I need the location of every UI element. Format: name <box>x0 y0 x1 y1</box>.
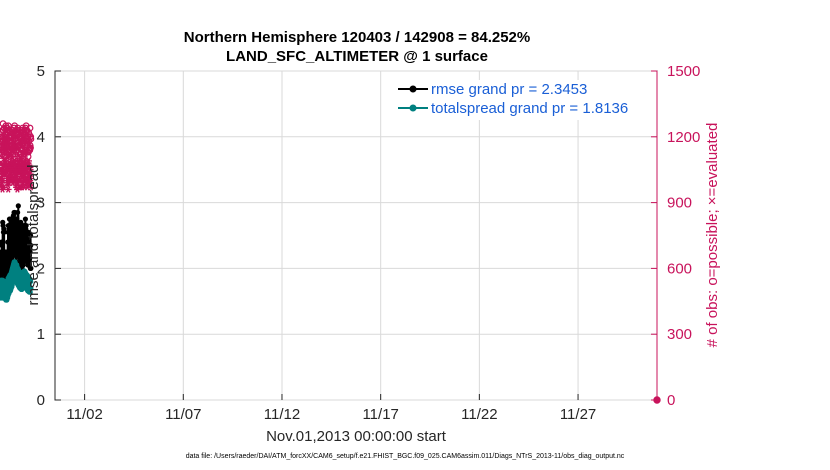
y-left-tick-label: 2 <box>37 260 45 277</box>
x-tick-label: 11/27 <box>560 406 596 423</box>
y-right-tick-label: 0 <box>667 392 675 409</box>
y-left-tick-label: 4 <box>37 129 45 146</box>
chart-subtitle: LAND_SFC_ALTIMETER @ 1 surface <box>226 48 488 65</box>
rmse-point <box>27 249 33 255</box>
metric-series <box>0 203 34 303</box>
x-tick-label: 11/22 <box>461 406 497 423</box>
rmse-point <box>23 223 29 229</box>
data-file-footer: data file: /Users/raeder/DAI/ATM_forcXX/… <box>186 453 625 460</box>
rmse-point <box>18 219 24 225</box>
obs-possible-point <box>4 122 12 130</box>
obs-evaluated-point <box>6 153 13 160</box>
y-right-tick-label: 1200 <box>667 129 700 146</box>
spread-point <box>27 289 33 295</box>
rmse-point <box>6 249 12 255</box>
obs-evaluated-point <box>11 148 18 156</box>
rmse-point <box>0 239 5 245</box>
x-tick-label: 11/02 <box>66 406 102 423</box>
obs-evaluated-point <box>27 183 35 191</box>
y-right-tick-label: 600 <box>667 260 692 277</box>
legend-box <box>393 80 651 120</box>
obs-count-series <box>0 120 661 404</box>
obs-possible-point <box>27 133 35 141</box>
y-left-tick-label: 3 <box>37 195 45 212</box>
axes: 0 1 2 3 4 5 0 300 600 900 1200 1500 11/02 11/07 11/12 1… <box>37 63 701 423</box>
obs-possible-point <box>27 135 35 143</box>
grid <box>55 70 657 401</box>
rmse-point <box>28 265 34 271</box>
x-axis-label: Nov.01,2013 00:00:00 start <box>266 428 447 445</box>
plot-area <box>54 70 658 401</box>
chart-title: Northern Hemisphere 120403 / 142908 = 84… <box>184 29 530 46</box>
rmse-point <box>27 232 34 239</box>
rmse-point <box>28 242 34 248</box>
legend-spread-marker <box>409 104 417 112</box>
obs-evaluated-point <box>4 186 12 193</box>
y-right-tick-label: 1500 <box>667 63 700 80</box>
obs-possible-point <box>26 124 34 132</box>
legend-spread-label: totalspread grand pr = 1.8136 <box>431 100 628 117</box>
y-left-tick-label: 0 <box>37 392 45 409</box>
rmse-point <box>1 229 7 235</box>
rmse-point <box>27 255 33 262</box>
y-right-tick-label: 900 <box>667 195 692 212</box>
obs-possible-point <box>27 144 34 152</box>
y-left-tick-label: 1 <box>37 326 45 343</box>
legend-rmse-label: rmse grand pr = 2.3453 <box>431 81 587 98</box>
rmse-point <box>15 203 21 209</box>
y-right-tick-label: 300 <box>667 326 692 343</box>
x-tick-label: 11/12 <box>264 406 300 423</box>
y-left-tick-label: 5 <box>37 63 45 80</box>
x-tick-label: 11/07 <box>165 406 201 423</box>
y-axis-left-label: rmse and totalspread <box>25 165 42 306</box>
legend: rmse grand pr = 2.3453 totalspread grand… <box>393 80 651 120</box>
x-tick-label: 11/17 <box>362 406 398 423</box>
y-axis-right-label: # of obs: o=possible; ×=evaluated <box>704 123 721 348</box>
spread-point <box>28 285 34 291</box>
spread-point <box>28 278 34 285</box>
rmse-point <box>22 216 29 222</box>
rmse-point <box>15 209 21 216</box>
legend-rmse-marker <box>409 85 417 93</box>
